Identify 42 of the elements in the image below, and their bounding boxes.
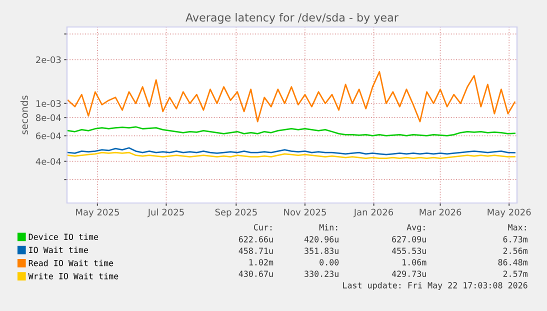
text: Max: bbox=[508, 224, 526, 230]
y-tick-label: 4e-04 bbox=[36, 158, 61, 165]
chart-title: Average latency for /dev/sda - by year bbox=[186, 13, 398, 24]
x-tick-label: Jul 2025 bbox=[147, 208, 184, 218]
x-tick-label: May 2025 bbox=[76, 208, 119, 218]
text: 351.83u bbox=[304, 248, 338, 254]
text: 330.23u bbox=[304, 270, 338, 277]
y-tick-label: 2e-03 bbox=[36, 56, 61, 64]
text: 1.06m bbox=[402, 259, 426, 266]
text: Avg: bbox=[406, 224, 425, 232]
text: 1.02m bbox=[249, 259, 274, 266]
text: 429.73u bbox=[392, 270, 426, 277]
text: 2.56m bbox=[503, 248, 528, 254]
y-tick-label: 1e-03 bbox=[36, 100, 61, 107]
text: 86.48m bbox=[498, 259, 528, 266]
text: 0.00 bbox=[320, 259, 339, 266]
line-series bbox=[67, 126, 516, 136]
text: 458.71u bbox=[238, 248, 273, 254]
x-tick-label: Sep 2025 bbox=[215, 208, 257, 218]
legend-label: Device IO time bbox=[28, 234, 98, 240]
y-tick-label: 6e-04 bbox=[36, 132, 61, 140]
x-tick-label: Jan 2026 bbox=[353, 208, 394, 218]
text: 2.57m bbox=[503, 270, 528, 277]
x-tick-label: Nov 2025 bbox=[284, 208, 326, 216]
x-tick-label: May 2026 bbox=[488, 208, 531, 218]
text: Last update: Fri May 22 17:03:08 2026 bbox=[343, 282, 528, 290]
legend-label: IO Wait time bbox=[29, 246, 88, 254]
text: 455.53u bbox=[392, 248, 426, 254]
y-tick-label: 8e-04 bbox=[36, 114, 61, 122]
x-tick-label: Mar 2026 bbox=[420, 208, 462, 216]
line-series bbox=[67, 71, 516, 122]
text: 6.73m bbox=[503, 236, 528, 242]
legend-label: Read IO Wait time bbox=[28, 260, 114, 266]
y-axis-title: seconds bbox=[20, 96, 28, 134]
text: 627.09u bbox=[392, 236, 426, 242]
text: 430.67u bbox=[238, 270, 273, 277]
text: Min: bbox=[319, 224, 338, 230]
text: 420.96u bbox=[304, 236, 338, 242]
line-series bbox=[67, 147, 516, 156]
text: Cur: bbox=[254, 224, 272, 230]
text: 622.66u bbox=[238, 236, 273, 242]
legend-label: Write IO Wait time bbox=[28, 272, 118, 280]
